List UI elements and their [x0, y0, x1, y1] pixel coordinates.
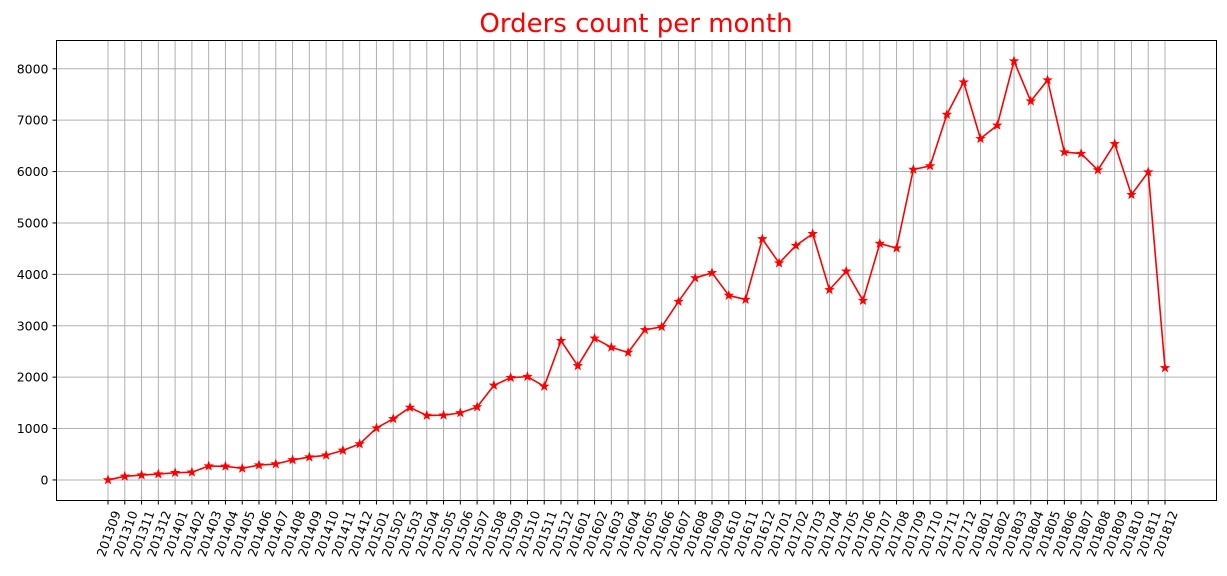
data-point-marker	[639, 324, 651, 335]
series-line	[107, 60, 1166, 481]
data-point-marker	[237, 462, 248, 473]
data-point-marker	[539, 380, 550, 391]
data-point-marker	[723, 289, 734, 300]
data-point-marker	[438, 409, 449, 420]
data-point-marker	[790, 240, 802, 250]
data-point-marker	[102, 474, 114, 485]
data-point-marker	[572, 360, 583, 371]
y-tick-label: 5000	[17, 215, 49, 230]
data-point-marker	[622, 347, 634, 357]
data-point-marker	[941, 109, 953, 119]
data-point-marker	[606, 341, 617, 352]
data-point-marker	[757, 233, 768, 244]
data-point-marker	[253, 459, 265, 470]
data-point-marker	[421, 409, 432, 420]
data-point-marker	[690, 272, 701, 283]
data-point-marker	[186, 466, 198, 477]
data-point-marker	[706, 267, 718, 278]
data-point-marker	[354, 438, 365, 449]
data-point-marker	[740, 294, 751, 304]
data-point-marker	[404, 401, 416, 412]
data-point-marker	[891, 242, 902, 253]
data-point-marker	[1008, 55, 1020, 66]
data-point-marker	[287, 454, 298, 465]
data-point-marker	[169, 467, 181, 478]
y-tick-label: 3000	[17, 318, 49, 333]
data-point-marker	[1025, 95, 1036, 106]
data-point-marker	[337, 444, 349, 455]
data-point-marker	[388, 413, 399, 424]
data-point-marker	[975, 133, 986, 144]
data-point-marker	[958, 76, 969, 87]
y-tick-label: 2000	[17, 370, 49, 385]
data-point-marker	[136, 469, 147, 480]
data-point-marker	[1075, 148, 1087, 158]
tick-layer: 2013092013102013112013122014012014022014…	[17, 61, 1181, 558]
series-line-layer	[107, 60, 1166, 481]
data-point-marker	[841, 265, 852, 276]
data-point-marker	[203, 460, 214, 471]
y-tick-label: 8000	[17, 61, 49, 76]
data-point-marker	[908, 164, 919, 174]
data-point-marker	[320, 449, 332, 460]
data-point-marker	[1109, 138, 1120, 149]
data-point-marker	[1143, 166, 1154, 177]
data-point-marker	[1059, 146, 1070, 157]
data-point-marker	[1159, 362, 1171, 373]
data-point-marker	[555, 335, 567, 346]
data-point-marker	[773, 257, 785, 268]
data-point-marker	[220, 460, 231, 471]
data-point-marker	[488, 379, 500, 390]
data-point-marker	[807, 228, 818, 239]
data-point-marker	[522, 371, 533, 382]
data-point-marker	[153, 468, 164, 479]
data-point-marker	[924, 160, 936, 171]
marker-layer	[102, 55, 1171, 485]
plot-frame	[56, 40, 1217, 501]
data-point-marker	[1042, 74, 1053, 85]
y-tick-label: 7000	[17, 113, 49, 128]
data-point-marker	[992, 119, 1003, 130]
data-point-marker	[1126, 189, 1137, 200]
data-point-marker	[656, 321, 667, 332]
y-tick-label: 0	[41, 472, 49, 487]
data-point-marker	[673, 296, 684, 307]
data-point-marker	[119, 470, 130, 481]
data-point-marker	[589, 332, 600, 343]
data-point-marker	[455, 407, 466, 418]
data-point-marker	[371, 422, 382, 433]
y-tick-label: 4000	[17, 267, 49, 282]
data-point-marker	[270, 458, 281, 469]
data-point-marker	[471, 401, 483, 412]
data-point-marker	[824, 284, 835, 295]
y-tick-label: 6000	[17, 164, 49, 179]
data-point-marker	[857, 295, 869, 305]
y-tick-label: 1000	[17, 421, 49, 436]
chart-title: Orders count per month	[479, 9, 792, 39]
data-point-marker	[874, 238, 885, 248]
grid-layer	[56, 40, 1217, 501]
data-point-marker	[1092, 164, 1104, 175]
data-point-marker	[505, 372, 516, 383]
data-point-marker	[304, 451, 315, 462]
